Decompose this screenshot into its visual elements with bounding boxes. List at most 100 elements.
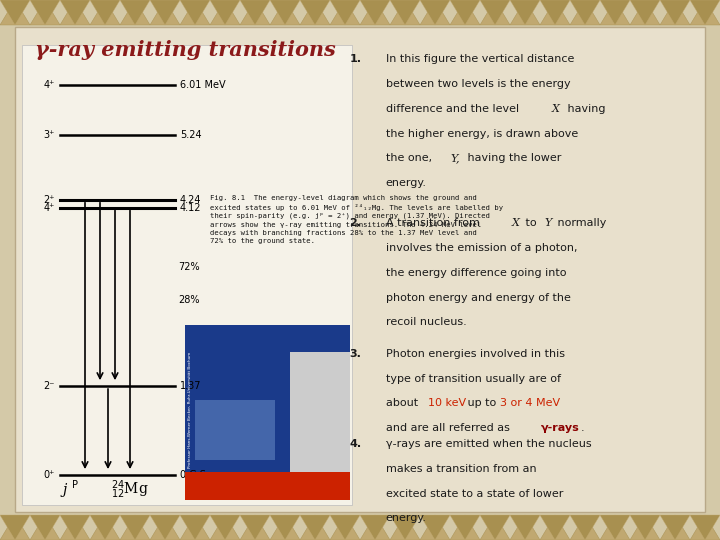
Bar [185, 325, 350, 500]
Text: 1.37: 1.37 [180, 381, 202, 391]
Text: and are all referred as: and are all referred as [386, 423, 513, 433]
Polygon shape [420, 515, 450, 540]
Text: makes a transition from an: makes a transition from an [386, 464, 536, 474]
Text: j: j [63, 483, 67, 497]
Polygon shape [270, 0, 300, 25]
Polygon shape [330, 0, 360, 25]
Text: 4⁺: 4⁺ [44, 80, 55, 90]
Polygon shape [30, 0, 60, 25]
Polygon shape [0, 0, 30, 25]
Text: Y: Y [545, 218, 552, 228]
Polygon shape [630, 0, 660, 25]
Text: having: having [564, 104, 606, 114]
Polygon shape [150, 0, 180, 25]
Text: normally: normally [554, 218, 606, 228]
Polygon shape [300, 515, 330, 540]
Text: 4⁺: 4⁺ [44, 202, 55, 213]
Polygon shape [690, 0, 720, 25]
Polygon shape [540, 0, 570, 25]
Text: type of transition usually are of: type of transition usually are of [386, 374, 561, 384]
Bar [290, 352, 350, 472]
Text: 2.: 2. [349, 218, 361, 228]
Text: 72%: 72% [178, 262, 199, 272]
Polygon shape [630, 515, 660, 540]
Polygon shape [600, 515, 630, 540]
Polygon shape [480, 0, 510, 25]
Text: 3⁺: 3⁺ [44, 130, 55, 140]
Text: 1.: 1. [349, 55, 361, 64]
Polygon shape [630, 0, 660, 25]
Polygon shape [480, 515, 510, 540]
Polygon shape [450, 515, 480, 540]
Text: Fig. 8.1  The energy-level diagram which shows the ground and
excited states up : Fig. 8.1 The energy-level diagram which … [210, 195, 503, 244]
Text: energy.: energy. [386, 178, 426, 188]
Polygon shape [90, 515, 120, 540]
Text: to: to [522, 218, 541, 228]
Polygon shape [90, 515, 120, 540]
Text: A transition from: A transition from [386, 218, 483, 228]
Polygon shape [240, 0, 270, 25]
Polygon shape [330, 515, 360, 540]
Polygon shape [420, 0, 450, 25]
Text: γ-ray emitting transitions: γ-ray emitting transitions [35, 40, 336, 60]
Polygon shape [390, 515, 420, 540]
Polygon shape [150, 0, 180, 25]
Polygon shape [540, 0, 570, 25]
Polygon shape [60, 515, 90, 540]
Polygon shape [300, 0, 330, 25]
Polygon shape [330, 515, 360, 540]
Polygon shape [120, 515, 150, 540]
Polygon shape [690, 515, 720, 540]
Polygon shape [600, 0, 630, 25]
Polygon shape [510, 0, 540, 25]
Polygon shape [360, 0, 390, 25]
Polygon shape [330, 0, 360, 25]
Text: involves the emission of a photon,: involves the emission of a photon, [386, 243, 577, 253]
Polygon shape [390, 0, 420, 25]
Text: 6.01 MeV: 6.01 MeV [180, 80, 225, 90]
Polygon shape [660, 0, 690, 25]
Polygon shape [480, 515, 510, 540]
Text: X: X [512, 218, 520, 228]
Polygon shape [390, 0, 420, 25]
Polygon shape [450, 0, 480, 25]
Text: P: P [72, 480, 78, 490]
Text: the higher energy, is drawn above: the higher energy, is drawn above [386, 129, 578, 139]
Polygon shape [570, 0, 600, 25]
Text: 2⁻: 2⁻ [44, 381, 55, 391]
Polygon shape [570, 515, 600, 540]
Bar [185, 472, 350, 500]
Polygon shape [540, 515, 570, 540]
Text: the one,: the one, [386, 153, 435, 163]
Polygon shape [570, 0, 600, 25]
Polygon shape [300, 0, 330, 25]
Text: Professor Hans-Werner Becker, Ruhr-Universität Bochum: Professor Hans-Werner Becker, Ruhr-Unive… [188, 352, 192, 468]
Polygon shape [90, 0, 120, 25]
Polygon shape [120, 0, 150, 25]
Polygon shape [630, 515, 660, 540]
Polygon shape [30, 515, 60, 540]
Polygon shape [210, 515, 240, 540]
Text: about: about [386, 399, 421, 408]
Text: X: X [552, 104, 560, 114]
Polygon shape [180, 515, 210, 540]
Polygon shape [360, 515, 390, 540]
Polygon shape [120, 515, 150, 540]
Text: difference and the level: difference and the level [386, 104, 522, 114]
Polygon shape [150, 515, 180, 540]
Polygon shape [600, 0, 630, 25]
Polygon shape [450, 515, 480, 540]
Polygon shape [180, 0, 210, 25]
Text: 2⁺: 2⁺ [43, 195, 55, 205]
Polygon shape [360, 515, 390, 540]
Polygon shape [0, 0, 30, 25]
Polygon shape [60, 515, 90, 540]
Polygon shape [0, 515, 30, 540]
Polygon shape [690, 515, 720, 540]
Polygon shape [60, 0, 90, 25]
Polygon shape [240, 515, 270, 540]
Polygon shape [90, 0, 120, 25]
Text: 5.24: 5.24 [180, 130, 202, 140]
Polygon shape [240, 515, 270, 540]
Text: Photon energies involved in this: Photon energies involved in this [386, 349, 564, 359]
